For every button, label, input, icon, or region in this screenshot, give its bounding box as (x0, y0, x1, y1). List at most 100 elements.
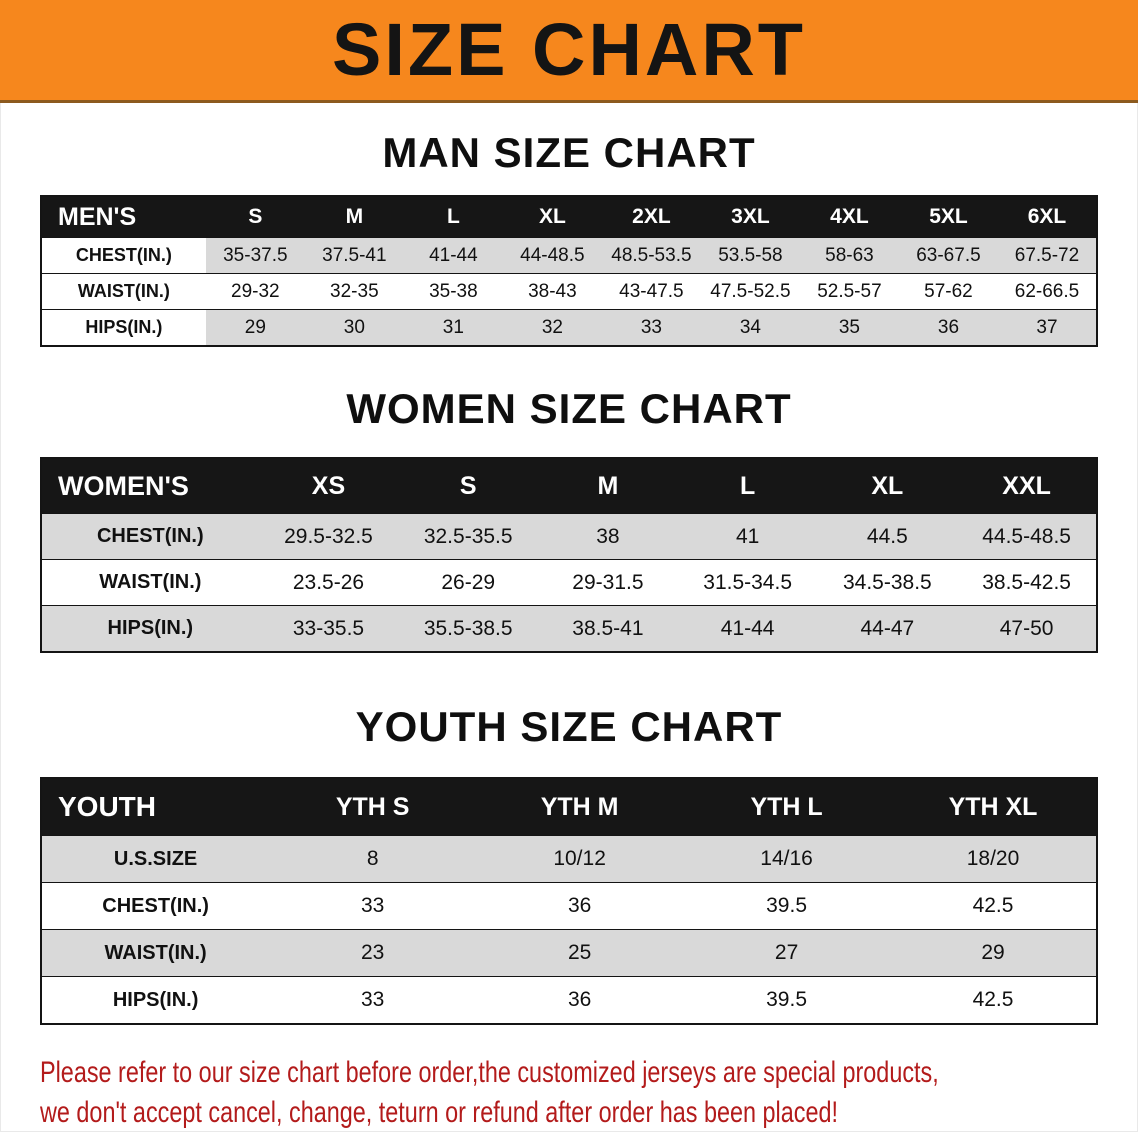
value-cell: 38 (538, 513, 678, 560)
value-cell: 33-35.5 (258, 605, 399, 652)
value-cell: 33 (269, 976, 477, 1024)
size-header-cell: YTH M (476, 778, 684, 836)
value-cell: 29-32 (205, 273, 305, 310)
value-cell: 67.5-72 (997, 237, 1097, 274)
value-cell: 23.5-26 (258, 559, 399, 606)
value-cell: 58-63 (799, 237, 899, 274)
table-row: WAIST(IN.) 23 25 27 29 (41, 929, 1097, 977)
measure-label-cell: WAIST(IN.) (41, 929, 270, 977)
value-cell: 41-44 (403, 237, 503, 274)
value-cell: 31.5-34.5 (677, 559, 818, 606)
value-cell: 44.5 (817, 513, 958, 560)
value-cell: 63-67.5 (898, 237, 998, 274)
value-cell: 39.5 (683, 882, 891, 930)
value-cell: 42.5 (890, 976, 1097, 1024)
value-cell: 31 (403, 309, 503, 346)
value-cell: 26-29 (398, 559, 539, 606)
footer-note: Please refer to our size chart before or… (40, 1053, 1098, 1132)
size-header-cell: YTH S (269, 778, 477, 836)
value-cell: 25 (476, 929, 684, 977)
value-cell: 42.5 (890, 882, 1097, 930)
table-row: U.S.SIZE 8 10/12 14/16 18/20 (41, 835, 1097, 883)
value-cell: 41 (677, 513, 818, 560)
table-header-row: WOMEN'S XS S M L XL XXL (41, 458, 1097, 514)
value-cell: 32.5-35.5 (398, 513, 539, 560)
women-section-heading: WOMEN SIZE CHART (346, 385, 792, 432)
value-cell: 35-37.5 (205, 237, 305, 274)
value-cell: 36 (476, 882, 684, 930)
table-title-cell: MEN'S (41, 196, 206, 238)
value-cell: 48.5-53.5 (601, 237, 701, 274)
size-header-cell: S (205, 196, 305, 238)
value-cell: 44-47 (817, 605, 958, 652)
value-cell: 35-38 (403, 273, 503, 310)
value-cell: 32 (502, 309, 602, 346)
size-header-cell: 5XL (898, 196, 998, 238)
value-cell: 36 (476, 976, 684, 1024)
value-cell: 14/16 (683, 835, 891, 883)
size-header-cell: M (304, 196, 404, 238)
value-cell: 44-48.5 (502, 237, 602, 274)
size-header-cell: L (677, 458, 818, 514)
value-cell: 43-47.5 (601, 273, 701, 310)
youth-size-table: YOUTH YTH S YTH M YTH L YTH XL U.S.SIZE 8 10/12… (40, 777, 1098, 1025)
value-cell: 37 (997, 309, 1097, 346)
footer-line-2: we don't accept cancel, change, teturn o… (40, 1096, 838, 1129)
value-cell: 32-35 (304, 273, 404, 310)
measure-label-cell: HIPS(IN.) (41, 605, 259, 652)
value-cell: 41-44 (677, 605, 818, 652)
measure-label-cell: CHEST(IN.) (41, 237, 206, 274)
table-row: CHEST(IN.) 33 36 39.5 42.5 (41, 882, 1097, 930)
table-header-row: MEN'S S M L XL 2XL 3XL 4XL 5XL 6XL (41, 196, 1097, 238)
table-row: HIPS(IN.) 33-35.5 35.5-38.5 38.5-41 41-44 44-… (41, 605, 1097, 652)
size-header-cell: M (538, 458, 678, 514)
value-cell: 44.5-48.5 (957, 513, 1097, 560)
value-cell: 34.5-38.5 (817, 559, 958, 606)
women-size-section: WOMEN SIZE CHART WOMEN'S XS S M L XL XXL CHEST(… (0, 385, 1138, 653)
value-cell: 38-43 (502, 273, 602, 310)
value-cell: 52.5-57 (799, 273, 899, 310)
measure-label-cell: WAIST(IN.) (41, 273, 206, 310)
value-cell: 35 (799, 309, 899, 346)
value-cell: 23 (269, 929, 477, 977)
table-row: WAIST(IN.) 29-32 32-35 35-38 38-43 43-47.5 47.… (41, 273, 1097, 310)
size-header-cell: XL (817, 458, 958, 514)
value-cell: 35.5-38.5 (398, 605, 539, 652)
value-cell: 57-62 (898, 273, 998, 310)
size-header-cell: 2XL (601, 196, 701, 238)
value-cell: 18/20 (890, 835, 1097, 883)
measure-label-cell: HIPS(IN.) (41, 976, 270, 1024)
value-cell: 10/12 (476, 835, 684, 883)
table-row: CHEST(IN.) 29.5-32.5 32.5-35.5 38 41 44.5 44.5… (41, 513, 1097, 560)
measure-label-cell: U.S.SIZE (41, 835, 270, 883)
table-header-row: YOUTH YTH S YTH M YTH L YTH XL (41, 778, 1097, 836)
banner: SIZE CHART (0, 0, 1138, 103)
size-header-cell: XL (502, 196, 602, 238)
measure-label-cell: CHEST(IN.) (41, 513, 259, 560)
value-cell: 38.5-42.5 (957, 559, 1097, 606)
size-header-cell: S (398, 458, 539, 514)
value-cell: 53.5-58 (700, 237, 800, 274)
measure-label-cell: CHEST(IN.) (41, 882, 270, 930)
size-header-cell: YTH XL (890, 778, 1097, 836)
table-row: WAIST(IN.) 23.5-26 26-29 29-31.5 31.5-34.5 34… (41, 559, 1097, 606)
footer-line-1: Please refer to our size chart before or… (40, 1056, 939, 1089)
table-row: HIPS(IN.) 33 36 39.5 42.5 (41, 976, 1097, 1024)
youth-section-heading: YOUTH SIZE CHART (355, 703, 783, 750)
women-size-table: WOMEN'S XS S M L XL XXL CHEST(IN.) 29.5-32.5 32.5… (40, 457, 1098, 653)
men-size-table: MEN'S S M L XL 2XL 3XL 4XL 5XL 6XL CHEST(IN.) 35-37… (40, 195, 1098, 347)
table-title-cell: WOMEN'S (41, 458, 259, 514)
value-cell: 36 (898, 309, 998, 346)
value-cell: 39.5 (683, 976, 891, 1024)
youth-size-section: YOUTH SIZE CHART YOUTH YTH S YTH M YTH L YTH… (0, 703, 1138, 1025)
value-cell: 47-50 (957, 605, 1097, 652)
value-cell: 29 (205, 309, 305, 346)
value-cell: 29-31.5 (538, 559, 678, 606)
value-cell: 29.5-32.5 (258, 513, 399, 560)
measure-label-cell: WAIST(IN.) (41, 559, 259, 606)
size-header-cell: 4XL (799, 196, 899, 238)
value-cell: 37.5-41 (304, 237, 404, 274)
size-header-cell: 6XL (997, 196, 1097, 238)
table-row: HIPS(IN.) 29 30 31 32 33 34 35 36 37 (41, 309, 1097, 346)
